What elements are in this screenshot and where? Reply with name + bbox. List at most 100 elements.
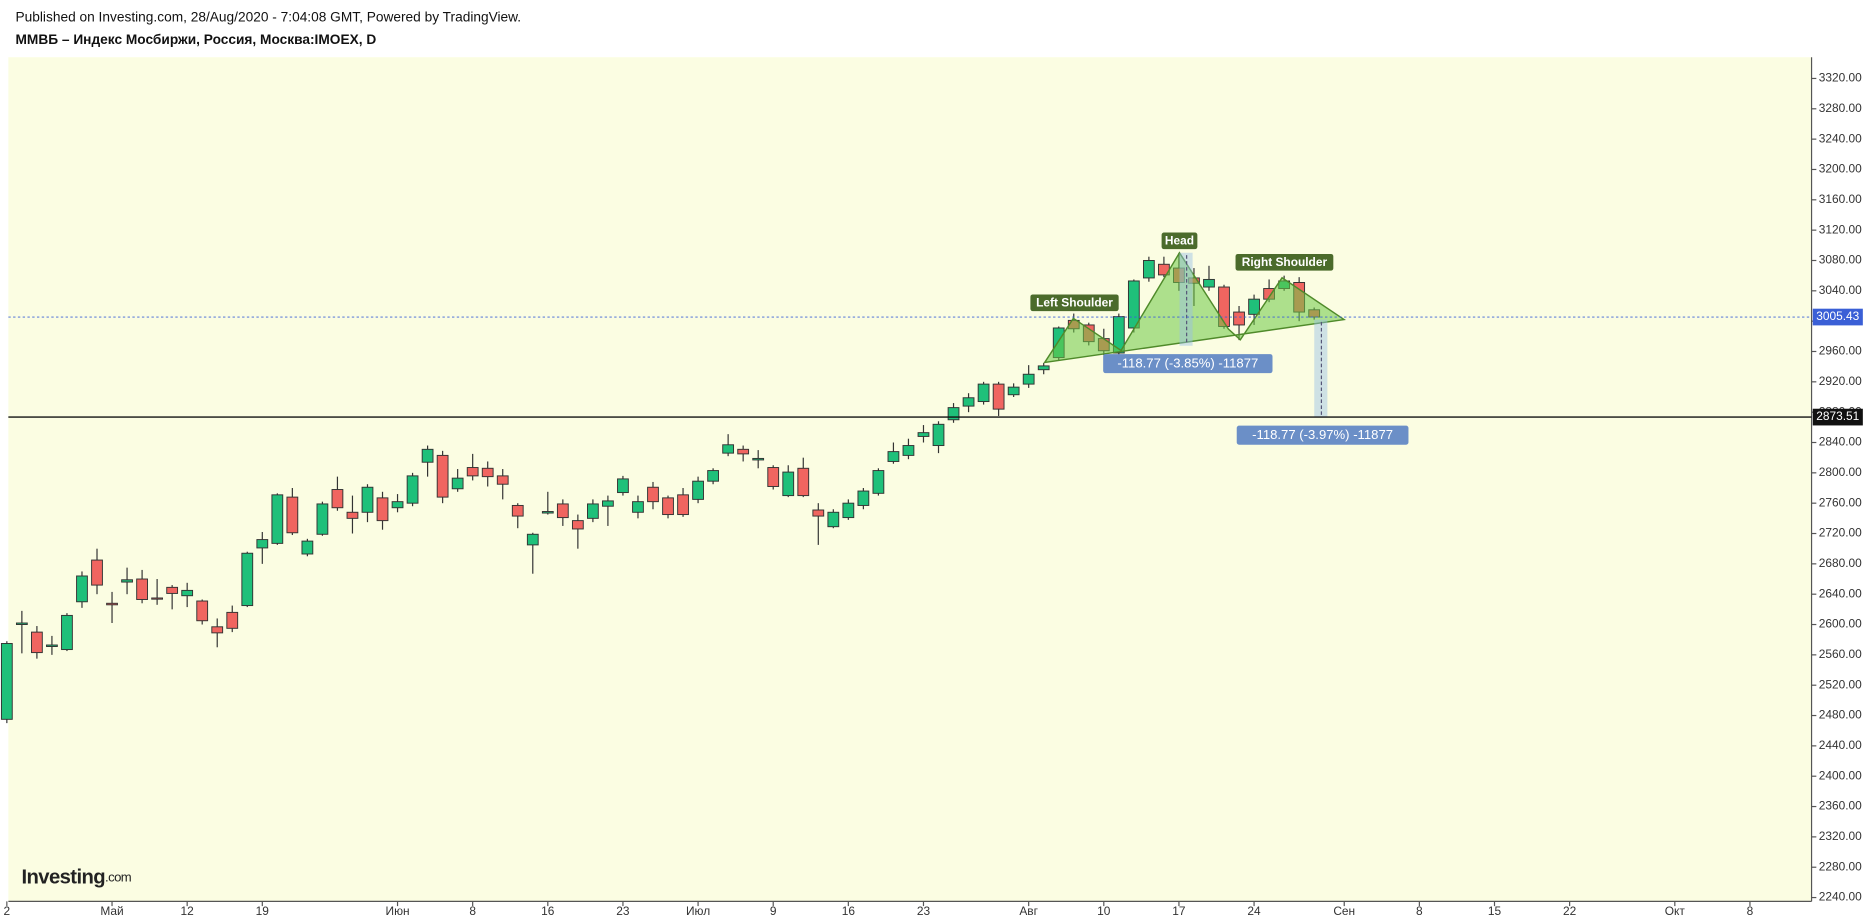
head-shoulders-pattern xyxy=(1043,251,1347,364)
candle-body xyxy=(677,494,689,516)
x-tick-label: 16 xyxy=(541,904,555,918)
candle-body xyxy=(391,501,404,509)
candle-body xyxy=(271,494,284,544)
price-label: 2873.51 xyxy=(1816,409,1859,423)
y-tick-label: 2280.00 xyxy=(1819,859,1862,873)
candle-body xyxy=(1248,298,1260,315)
x-tick-label: 15 xyxy=(1488,904,1502,918)
candle-body xyxy=(406,475,419,504)
candle-body xyxy=(1203,278,1215,288)
candle-body xyxy=(692,480,704,500)
label-box xyxy=(1235,253,1334,271)
y-tick-label: 3240.00 xyxy=(1819,131,1862,145)
logo: Investing.com xyxy=(21,867,131,889)
candle-body xyxy=(1037,365,1050,371)
candle-body xyxy=(902,445,915,456)
y-tick-label: 3120.00 xyxy=(1819,222,1862,236)
y-tick-label: 2760.00 xyxy=(1819,495,1862,509)
candle-body xyxy=(151,597,164,600)
candle-body xyxy=(632,501,644,513)
candle-body xyxy=(812,509,825,517)
candle-body xyxy=(752,457,765,461)
y-tick-label: 3200.00 xyxy=(1819,162,1862,176)
candle-body xyxy=(346,511,359,519)
candle-body xyxy=(587,503,599,519)
price-label-box xyxy=(1812,308,1863,326)
y-tick-label: 2640.00 xyxy=(1819,586,1862,600)
x-tick-label: 8 xyxy=(1416,904,1423,918)
x-tick-label: Сен xyxy=(1333,904,1355,918)
candle-body xyxy=(211,626,224,634)
label-box xyxy=(1161,232,1198,250)
candle-body xyxy=(992,383,1005,410)
candle-body xyxy=(842,502,855,519)
y-tick-label: 3280.00 xyxy=(1819,101,1862,115)
candle-body xyxy=(451,477,464,490)
candle-body xyxy=(1022,373,1035,385)
y-tick-label: 3160.00 xyxy=(1819,192,1862,206)
x-tick-label: Июн xyxy=(386,904,410,918)
y-tick-label: 2600.00 xyxy=(1819,617,1862,631)
y-tick-label: 3040.00 xyxy=(1819,283,1862,297)
right-shoulder-label: Right Shoulder xyxy=(1242,255,1328,269)
x-tick-label: 23 xyxy=(616,904,630,918)
candle-body xyxy=(46,644,58,647)
y-tick-label: 2440.00 xyxy=(1819,738,1862,752)
candle-body xyxy=(121,579,133,583)
y-tick-label: 2320.00 xyxy=(1819,829,1862,843)
x-tick-label: 9 xyxy=(770,904,777,918)
published-note: Published on Investing.com, 28/Aug/2020 … xyxy=(16,10,522,25)
candle-body xyxy=(526,533,539,546)
candle-body xyxy=(421,448,434,463)
candle-body xyxy=(1127,280,1140,329)
candle-body xyxy=(376,497,389,522)
measure-label: -118.77 (-3.85%) -11877 xyxy=(1117,356,1258,371)
candle-body xyxy=(91,559,103,586)
logo-suffix: .com xyxy=(105,870,132,885)
x-tick-label: 23 xyxy=(917,904,931,918)
y-tick-label: 2920.00 xyxy=(1819,374,1862,388)
candle-body xyxy=(887,451,900,462)
candle-body xyxy=(707,470,719,482)
candle-body xyxy=(286,496,299,534)
pattern: Left Shoulder Head Right Shoulder -118.7… xyxy=(1030,232,1409,445)
y-tick-label: 2480.00 xyxy=(1819,708,1862,722)
x-tick-label: 17 xyxy=(1172,904,1186,918)
candle-body xyxy=(662,497,674,516)
y-tick-label: 2720.00 xyxy=(1819,526,1862,540)
candle-body xyxy=(977,383,990,403)
y-tick-label: 2680.00 xyxy=(1819,556,1862,570)
candle-body xyxy=(136,578,148,600)
y-tick-label: 2400.00 xyxy=(1819,768,1862,782)
candle-body xyxy=(1142,260,1155,279)
candle-body xyxy=(571,520,584,530)
candle-body xyxy=(76,575,88,603)
measure-label: -118.77 (-3.97%) -11877 xyxy=(1252,427,1393,442)
head-label: Head xyxy=(1165,234,1194,248)
candle-body xyxy=(181,589,194,597)
candle-body xyxy=(932,423,945,447)
candle-body xyxy=(331,489,344,509)
candle-body xyxy=(301,540,314,555)
y-tick-label: 2560.00 xyxy=(1819,647,1862,661)
x-tick-label: 22 xyxy=(1563,904,1577,918)
y-tick-label: 3080.00 xyxy=(1819,253,1862,267)
y-tick-label: 2840.00 xyxy=(1819,435,1862,449)
plot xyxy=(0,252,1321,724)
candle-body xyxy=(481,467,494,478)
candle-body xyxy=(466,467,479,477)
candle-body xyxy=(722,444,735,454)
measure-box xyxy=(1236,425,1409,445)
y-tick-label: 2960.00 xyxy=(1819,344,1862,358)
x-tick-label: 8 xyxy=(1747,904,1754,918)
candle-body xyxy=(556,503,569,519)
candle-body xyxy=(647,486,659,503)
y-tick-label: 3320.00 xyxy=(1819,71,1862,85)
x-tick-label: Май xyxy=(100,904,123,918)
y-tick-label: 2240.00 xyxy=(1819,890,1862,904)
y-tick-label: 2800.00 xyxy=(1819,465,1862,479)
x-tick-label: 10 xyxy=(1097,904,1111,918)
price-label: 3005.43 xyxy=(1816,309,1859,323)
candle-body xyxy=(872,470,885,494)
x-tick-label: 24 xyxy=(1247,904,1261,918)
